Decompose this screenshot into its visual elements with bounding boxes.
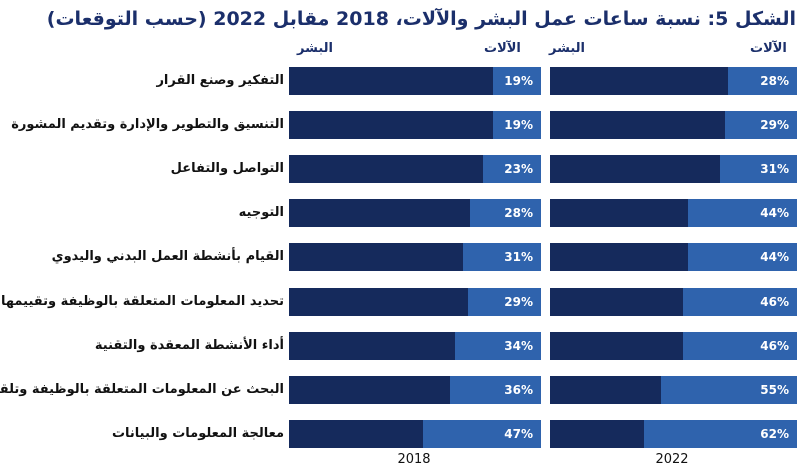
bar-machine-2018-8: 47% [422, 419, 541, 448]
data-label: 36% [504, 382, 533, 397]
bar-human-2018-0: 19% [289, 67, 541, 95]
bar-human-2022-2: 31% [550, 155, 797, 184]
category-label: التواصل والتفاعل [170, 161, 284, 177]
data-label: 62% [760, 426, 789, 441]
bar-human-2018-8: 47% [289, 419, 541, 448]
bar-machine-2018-5: 29% [467, 287, 541, 316]
bar-human-2018-2: 23% [289, 155, 541, 184]
bar-machine-2018-2: 23% [483, 155, 541, 184]
legend-human-2022: البشر [549, 41, 585, 56]
bar-human-2022-1: 29% [550, 111, 797, 140]
category-label: القيام بأنشطة العمل البدني واليدوي [51, 249, 284, 265]
bar-human-2022-6: 46% [550, 331, 797, 360]
bar-human-2022-8: 62% [550, 419, 797, 448]
bar-human-2018-3: 28% [289, 199, 541, 228]
bar-machine-2022-7: 55% [661, 375, 797, 404]
bar-machine-2018-6: 34% [455, 331, 541, 360]
data-label: 19% [504, 74, 533, 88]
bar-machine-2018-7: 36% [450, 375, 541, 404]
data-label: 34% [504, 338, 533, 353]
bar-human-2022-7: 55% [550, 375, 797, 404]
category-label: التوجيه [238, 205, 284, 221]
data-label: 31% [760, 162, 789, 177]
category-label: أداء الأنشطة المعقدة والتقنية [94, 337, 284, 353]
bar-human-2018-5: 29% [289, 287, 541, 316]
data-label: 28% [504, 206, 533, 221]
category-label: تحديد المعلومات المتعلقة بالوظيفة وتقييم… [0, 293, 284, 309]
bar-human-2018-1: 19% [289, 111, 541, 140]
bar-machine-2018-1: 19% [493, 111, 541, 140]
legend-human-2018: البشر [297, 41, 333, 56]
category-label: معالجة المعلومات والبيانات [111, 425, 284, 441]
bar-machine-2018-4: 31% [462, 243, 541, 272]
data-label: 46% [760, 338, 789, 353]
bar-human-2018-7: 36% [289, 375, 541, 404]
bar-machine-2022-4: 44% [688, 243, 797, 272]
bar-machine-2022-5: 46% [683, 287, 797, 316]
bar-machine-2022-6: 46% [683, 331, 797, 360]
bar-machine-2018-0: 19% [493, 67, 541, 95]
legend-machine-2022: الآلات [750, 41, 787, 56]
category-label: البحث عن المعلومات المتعلقة بالوظيفة وتل… [0, 381, 284, 397]
bar-machine-2022-1: 29% [725, 111, 797, 140]
data-label: 31% [504, 250, 533, 265]
data-label: 55% [760, 382, 789, 397]
chart-title: الشكل 5: نسبة ساعات عمل البشر والآلات، 2… [46, 8, 796, 30]
bar-human-2022-4: 44% [550, 243, 797, 272]
bar-human-2022-3: 44% [550, 199, 797, 228]
bar-human-2018-6: 34% [289, 331, 541, 360]
bar-human-2018-4: 31% [289, 243, 541, 272]
data-label: 29% [504, 294, 533, 309]
data-label: 44% [760, 206, 789, 221]
bar-machine-2022-2: 31% [720, 155, 797, 184]
bar-machine-2022-3: 44% [688, 199, 797, 228]
data-label: 46% [760, 294, 789, 309]
data-label: 44% [760, 250, 789, 265]
bar-human-2022-5: 46% [550, 287, 797, 316]
data-label: 29% [760, 118, 789, 133]
bar-machine-2022-0: 28% [727, 67, 797, 95]
x-axis-label-2022: 2022 [655, 452, 689, 467]
data-label: 47% [504, 426, 533, 441]
bar-machine-2022-8: 62% [643, 419, 797, 448]
category-label: التنسيق والتطوير والإدارة وتقديم المشورة [11, 117, 284, 133]
data-label: 28% [760, 74, 789, 88]
x-axis-label-2018: 2018 [397, 452, 431, 467]
data-label: 23% [504, 162, 533, 177]
data-label: 19% [504, 118, 533, 133]
category-label: التفكير وصنع القرار [156, 73, 284, 88]
bar-machine-2018-3: 28% [470, 199, 541, 228]
bar-human-2022-0: 28% [550, 67, 797, 95]
legend-machine-2018: الآلات [484, 41, 521, 56]
